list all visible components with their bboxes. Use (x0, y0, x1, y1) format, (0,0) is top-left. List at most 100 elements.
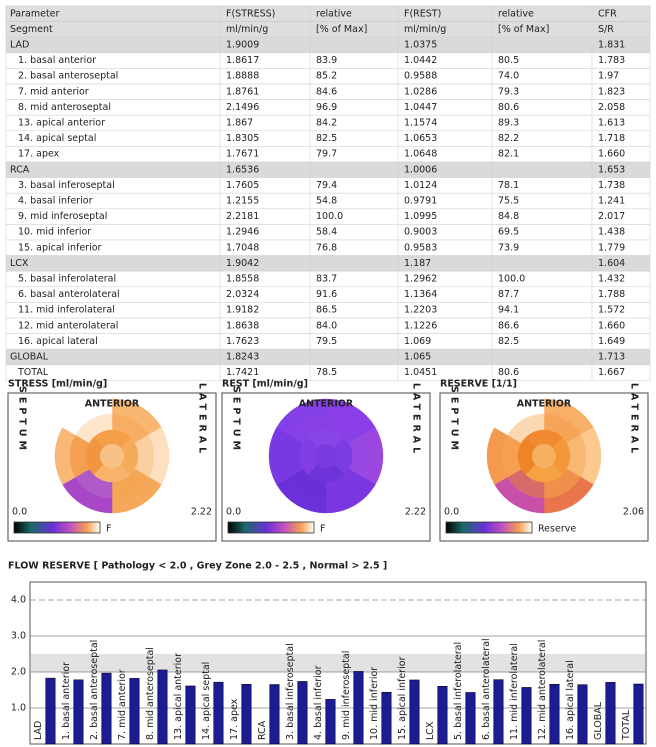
x-tick-label: 7. mid anterior (117, 669, 128, 740)
table-cell: 1.065 (404, 352, 431, 363)
table-cell: 1.0648 (404, 149, 437, 160)
bar (437, 686, 448, 745)
table-cell: 1.438 (598, 227, 625, 238)
table-cell: 1.2962 (404, 274, 437, 285)
table-cell: 1.604 (598, 258, 625, 269)
map-side-label: SEPTUM (17, 386, 28, 454)
table-cell: 2.058 (598, 102, 625, 113)
table-cell: 1.660 (598, 149, 625, 160)
table-cell: 13. apical anterior (18, 118, 105, 129)
table-cell: 1.660 (598, 320, 625, 331)
table-cell: 1.613 (598, 118, 625, 129)
table-cell: 80.6 (498, 367, 519, 378)
scale-label: Reserve (538, 524, 576, 535)
table-cell: 1.8558 (226, 274, 259, 285)
colorbar (13, 521, 101, 534)
table-cell: 1.1364 (404, 289, 437, 300)
table-cell: 1.653 (598, 164, 625, 175)
x-tick-label: LCX (425, 721, 436, 740)
table-cell: 1.0286 (404, 86, 437, 97)
table-cell: 6. basal anterolateral (18, 289, 120, 300)
table-cell: 1.7671 (226, 149, 259, 160)
table-cell: 54.8 (316, 196, 337, 207)
group-row (5, 348, 651, 366)
bar (241, 683, 252, 745)
table-cell: 0.9583 (404, 242, 437, 253)
table-cell: 82.5 (498, 336, 519, 347)
map-top-label: ANTERIOR (517, 399, 572, 410)
header-cell: F(REST) (404, 8, 441, 19)
x-tick-label: 8. mid anteroseptal (145, 647, 156, 740)
table-cell: 79.3 (498, 86, 519, 97)
table-cell: 82.2 (498, 133, 519, 144)
table-cell: 83.9 (316, 55, 337, 66)
bar (605, 682, 616, 745)
header-cell: relative (498, 8, 534, 19)
bar (633, 683, 644, 745)
table-cell: 8. mid anteroseptal (18, 102, 111, 113)
y-tick-label: 2.0 (11, 667, 26, 678)
table-cell: 75.5 (498, 196, 519, 207)
table-cell: 1.7605 (226, 180, 259, 191)
scale-label: F (320, 524, 325, 535)
x-tick-label: 5. basal inferolateral (453, 642, 464, 740)
grey-zone (31, 654, 645, 672)
table-cell: 5. basal inferolateral (18, 274, 116, 285)
bar (381, 691, 392, 745)
table-cell: 82.5 (316, 133, 337, 144)
table-cell: 1.8617 (226, 55, 259, 66)
table-cell: 1.7048 (226, 242, 259, 253)
table-cell: 73.9 (498, 242, 519, 253)
map-side-text: SEPTUM (231, 386, 242, 454)
x-tick-label: TOTAL (621, 709, 632, 741)
x-tick-label: 13. apical anterior (173, 653, 184, 740)
bar (577, 684, 588, 745)
table-cell: 1.718 (598, 133, 625, 144)
x-tick-label: 11. mid inferolateral (509, 643, 520, 740)
table-cell: 1.0124 (404, 180, 437, 191)
x-tick-label: 9. mid inferoseptal (341, 651, 352, 740)
header-cell: CFR (598, 8, 617, 19)
header-cell: [% of Max] (316, 24, 367, 35)
bar (409, 679, 420, 745)
table-cell: 10. mid inferior (18, 227, 91, 238)
table-cell: 1.572 (598, 305, 625, 316)
x-tick-label: 4. basal inferior (313, 665, 324, 740)
table-cell: 79.7 (316, 149, 337, 160)
x-tick-label: RCA (257, 720, 268, 740)
x-tick-label: 17. apex (229, 698, 240, 740)
header-cell: S/R (598, 24, 614, 35)
header-cell: [% of Max] (498, 24, 549, 35)
table-cell: 1.779 (598, 242, 625, 253)
table-cell: 0.9791 (404, 196, 437, 207)
group-row (5, 36, 651, 54)
table-cell: 3. basal inferoseptal (18, 180, 115, 191)
table-cell: 1.0653 (404, 133, 437, 144)
table-cell: 11. mid inferolateral (18, 305, 115, 316)
table-cell: 69.5 (498, 227, 519, 238)
bar (129, 678, 140, 745)
table-cell: 2.2181 (226, 211, 259, 222)
table-cell: 1.97 (598, 71, 619, 82)
table-cell: 9. mid inferoseptal (18, 211, 107, 222)
table-cell: 89.3 (498, 118, 519, 129)
colorbar (445, 521, 533, 534)
table-cell: 1.831 (598, 40, 625, 51)
header-cell: ml/min/g (404, 24, 446, 35)
table-cell: 1.0447 (404, 102, 437, 113)
table-cell: 82.1 (498, 149, 519, 160)
table-cell: 14. apical septal (18, 133, 96, 144)
map-side-label: LATERAL (629, 383, 640, 457)
map-side-text: LATERAL (629, 383, 640, 457)
table-cell: 1.823 (598, 86, 625, 97)
table-cell: 1.1226 (404, 320, 437, 331)
table-cell: 79.4 (316, 180, 337, 191)
x-tick-label: 14. apical septal (201, 662, 212, 740)
table-cell: 0.9003 (404, 227, 437, 238)
map-title: REST [ml/min/g] (222, 379, 308, 390)
header-cell: ml/min/g (226, 24, 268, 35)
table-cell: 1.0006 (404, 164, 437, 175)
chart-title: FLOW RESERVE [ Pathology < 2.0 , Grey Zo… (8, 561, 387, 572)
map-side-label: SEPTUM (231, 386, 242, 454)
x-tick-label: 15. apical inferior (397, 656, 408, 740)
